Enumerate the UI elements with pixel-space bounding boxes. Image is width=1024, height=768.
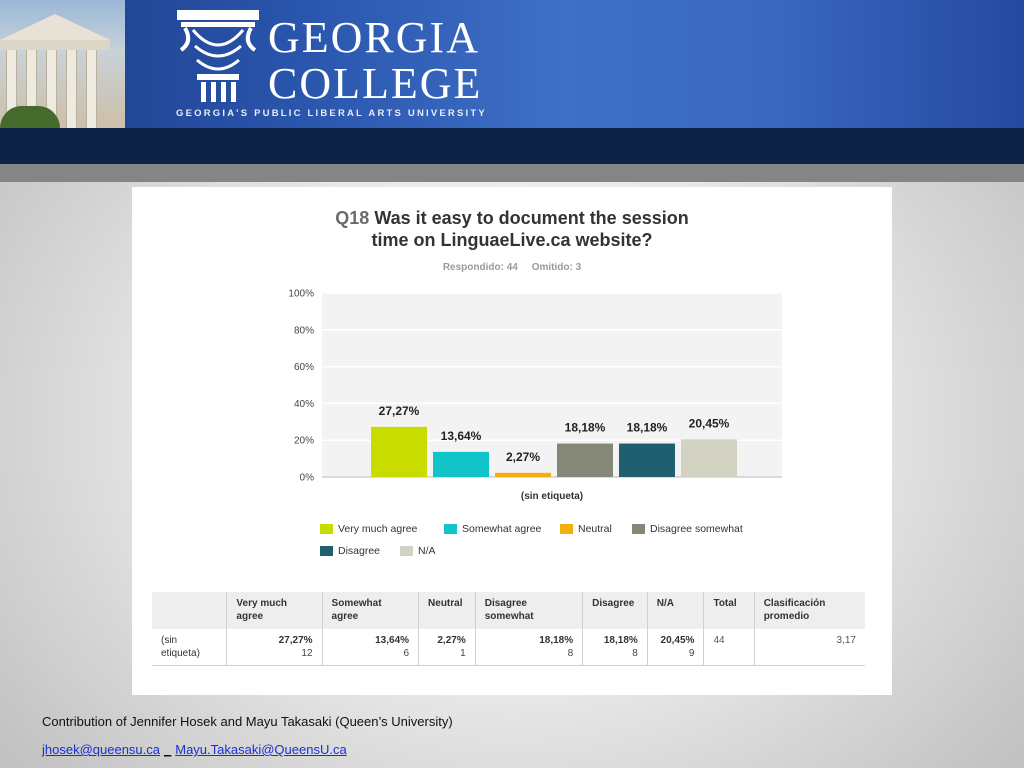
bar-value-label: 18,18% <box>627 421 668 435</box>
y-tick-label: 100% <box>288 289 314 300</box>
response-summary: Respondido: 44 Omitido: 3 <box>132 262 892 273</box>
legend-label: Disagree somewhat <box>650 523 743 535</box>
answered-count: Respondido: 44 <box>442 262 518 273</box>
table-cell: 13,64% 6 <box>322 629 420 666</box>
link-separator: _ <box>164 742 172 757</box>
table-header-cell <box>152 592 228 629</box>
legend-label: N/A <box>418 545 436 557</box>
question-title-line2: time on LinguaeLive.ca website? <box>371 230 653 250</box>
bar-value-label: 27,27% <box>379 404 420 418</box>
gray-strip <box>0 164 1024 182</box>
y-tick-label: 80% <box>294 325 314 336</box>
stats-table: Very much agree Somewhat agree Neutral Disa… <box>152 592 865 666</box>
logo-text-georgia: GEORGIA <box>268 13 480 62</box>
legend-swatch <box>444 524 457 534</box>
table-header-cell: Total <box>703 592 755 629</box>
legend-item: Disagree somewhat <box>632 523 743 535</box>
cell-count: 12 <box>301 648 313 659</box>
legend-label: Very much agree <box>338 523 418 535</box>
table-total: 44 <box>703 629 755 666</box>
cell-percent: 18,18% <box>539 635 574 646</box>
table-header-cell: Disagree <box>582 592 648 629</box>
table-header-cell: N/A <box>647 592 705 629</box>
legend-swatch <box>560 524 573 534</box>
legend-label: Disagree <box>338 545 381 557</box>
email-link-hosek[interactable]: jhosek@queensu.ca <box>42 742 160 757</box>
legend-item: N/A <box>400 545 436 557</box>
table-header-row: Very much agree Somewhat agree Neutral Disa… <box>152 592 865 629</box>
chart-bars <box>371 426 737 477</box>
legend-label: Neutral <box>578 523 612 535</box>
building-photo <box>0 0 125 128</box>
table-row-label: (sin etiqueta) <box>152 629 228 666</box>
y-tick-label: 60% <box>294 362 314 373</box>
bar-disagree-somewhat <box>557 443 613 477</box>
cell-count: 8 <box>567 648 574 659</box>
legend-item: Neutral <box>560 523 612 535</box>
header-banner: GEORGIA COLLEGE GEORGIA'S PUBLIC LIBERAL… <box>0 0 1024 128</box>
bar-n-a <box>681 439 737 477</box>
legend-item: Somewhat agree <box>444 523 541 535</box>
legend-swatch <box>320 546 333 556</box>
cell-percent: 18,18% <box>603 635 638 646</box>
bar-somewhat-agree <box>433 451 489 477</box>
cell-percent: 27,27% <box>278 635 313 646</box>
bar-chart: 0% 20% 40% 60% 80% 100% 27,27% 13,64% 2,27% 18,18… <box>288 289 782 503</box>
column-capital-icon <box>177 10 259 102</box>
table-header-cell: Somewhat agree <box>322 592 420 629</box>
legend-item: Disagree <box>320 545 380 557</box>
skipped-count: Omitido: 3 <box>531 262 582 273</box>
bar-disagree <box>619 443 675 477</box>
credit-text: Contribution of Jennifer Hosek and Mayu … <box>42 714 453 729</box>
bar-neutral <box>495 472 551 477</box>
question-title: Q18 Was it easy to document the session … <box>132 207 892 251</box>
contact-links: jhosek@queensu.ca _ Mayu.Takasaki@QueensU.… <box>42 742 347 757</box>
table-cell: 18,18% 8 <box>582 629 648 666</box>
legend-swatch <box>320 524 333 534</box>
legend-label: Somewhat agree <box>462 523 542 535</box>
logo-tagline: GEORGIA'S PUBLIC LIBERAL ARTS UNIVERSITY <box>176 108 487 119</box>
bar-value-label: 20,45% <box>689 416 730 430</box>
question-title-line1: Was it easy to document the session <box>374 208 689 228</box>
logo-text-college: COLLEGE <box>268 59 483 108</box>
legend-item: Very much agree <box>320 523 417 535</box>
table-row: (sin etiqueta) 27,27% 12 13,64% 6 2,27% 1 18,18… <box>152 629 865 666</box>
cell-count: 8 <box>632 648 638 659</box>
question-number: Q18 <box>335 208 370 228</box>
bar-very-much-agree <box>371 426 427 477</box>
table-header-cell: Neutral <box>418 592 476 629</box>
table-header-cell: Very much agree <box>226 592 323 629</box>
table-header-cell: Clasificación promedio <box>754 592 865 629</box>
cell-count: 1 <box>460 648 466 659</box>
survey-card: Q18 Was it easy to document the session … <box>132 187 892 695</box>
bar-value-label: 2,27% <box>506 450 540 464</box>
legend-swatch <box>400 546 413 556</box>
table-average: 3,17 <box>754 629 865 666</box>
cell-count: 6 <box>403 648 410 659</box>
cell-percent: 2,27% <box>437 635 466 646</box>
y-tick-label: 40% <box>294 399 314 410</box>
table-cell: 27,27% 12 <box>226 629 323 666</box>
x-category-label: (sin etiqueta) <box>521 491 583 502</box>
navy-strip <box>0 128 1024 164</box>
table-header-cell: Disagree somewhat <box>475 592 584 629</box>
legend-swatch <box>632 524 645 534</box>
bar-value-label: 13,64% <box>441 429 482 443</box>
table-cell: 2,27% 1 <box>418 629 476 666</box>
email-link-takasaki[interactable]: Mayu.Takasaki@QueensU.ca <box>175 742 347 757</box>
cell-count: 9 <box>688 648 695 659</box>
cell-percent: 13,64% <box>375 635 410 646</box>
chart-labels: 0% 20% 40% 60% 80% 100% 27,27% 13,64% 2,27% 18,18… <box>288 289 729 503</box>
table-cell: 18,18% 8 <box>475 629 584 666</box>
table-cell: 20,45% 9 <box>647 629 705 666</box>
bar-value-label: 18,18% <box>565 421 606 435</box>
cell-percent: 20,45% <box>660 635 695 646</box>
y-tick-label: 0% <box>300 473 315 484</box>
y-tick-label: 20% <box>294 436 314 447</box>
